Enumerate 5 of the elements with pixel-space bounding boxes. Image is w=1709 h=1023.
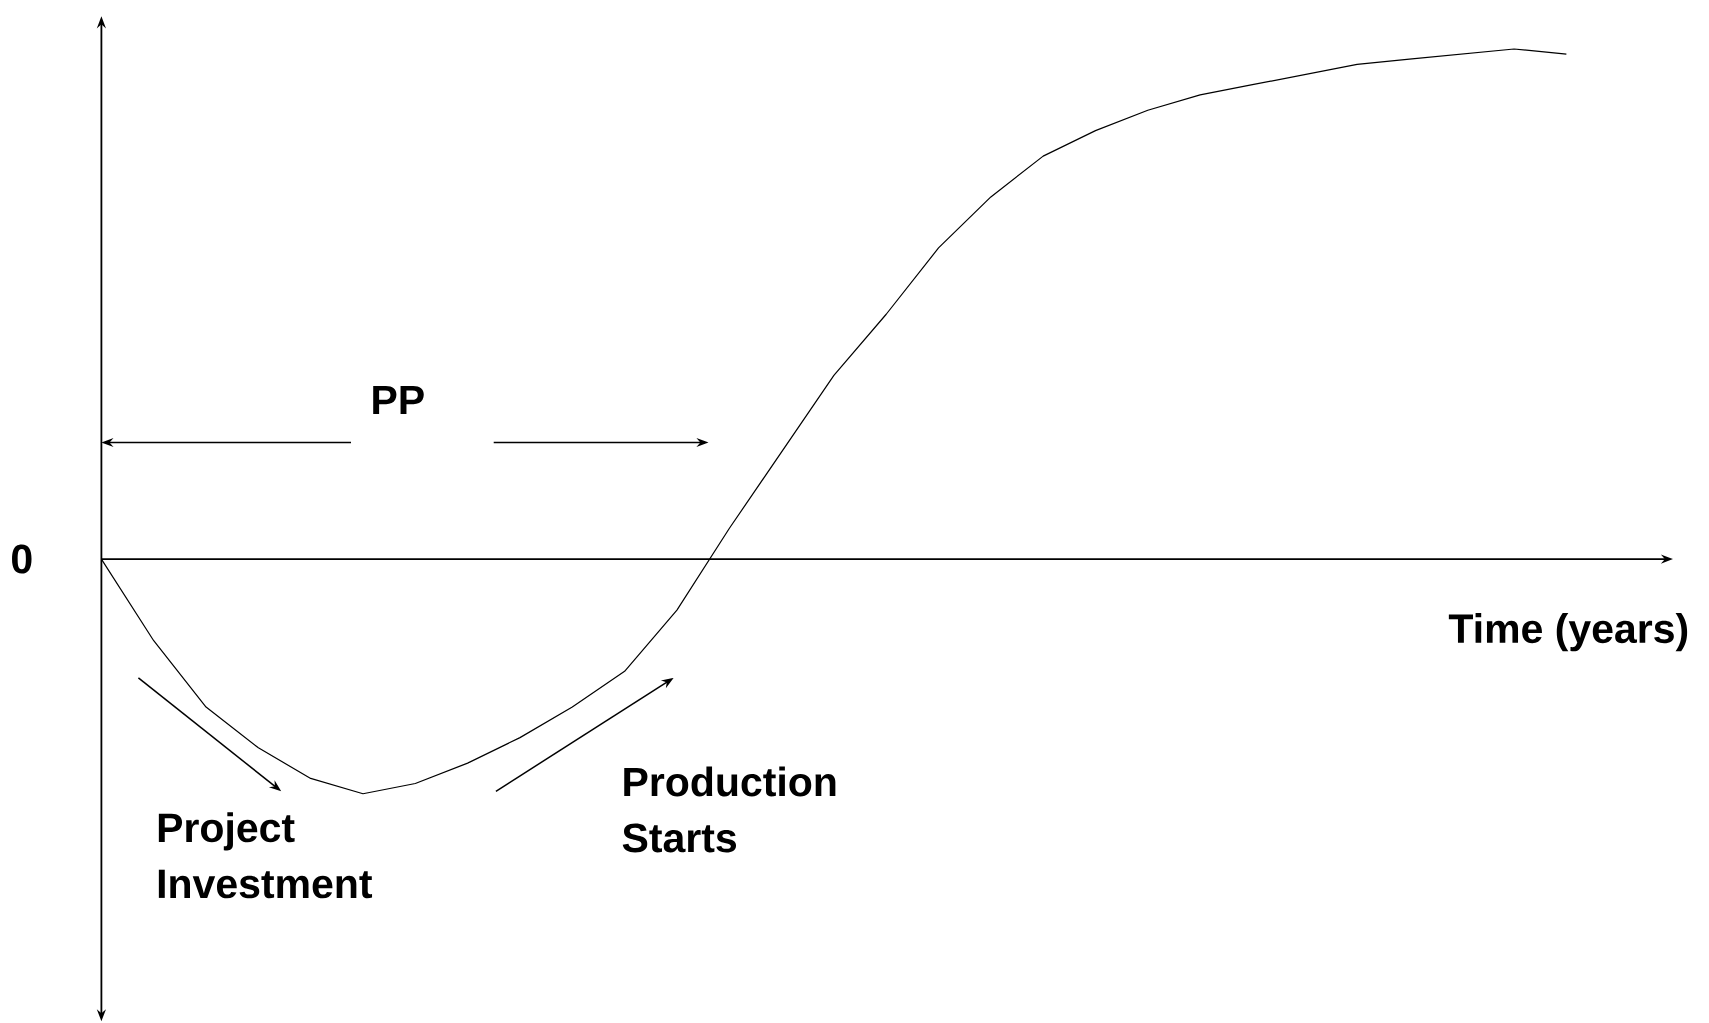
annotation: Production Starts	[622, 766, 836, 853]
text: 0	[12, 544, 32, 574]
annotation: PP	[373, 385, 424, 415]
x-axis-title: Time (years)	[1448, 613, 1688, 652]
text: Project Investment	[158, 812, 373, 899]
